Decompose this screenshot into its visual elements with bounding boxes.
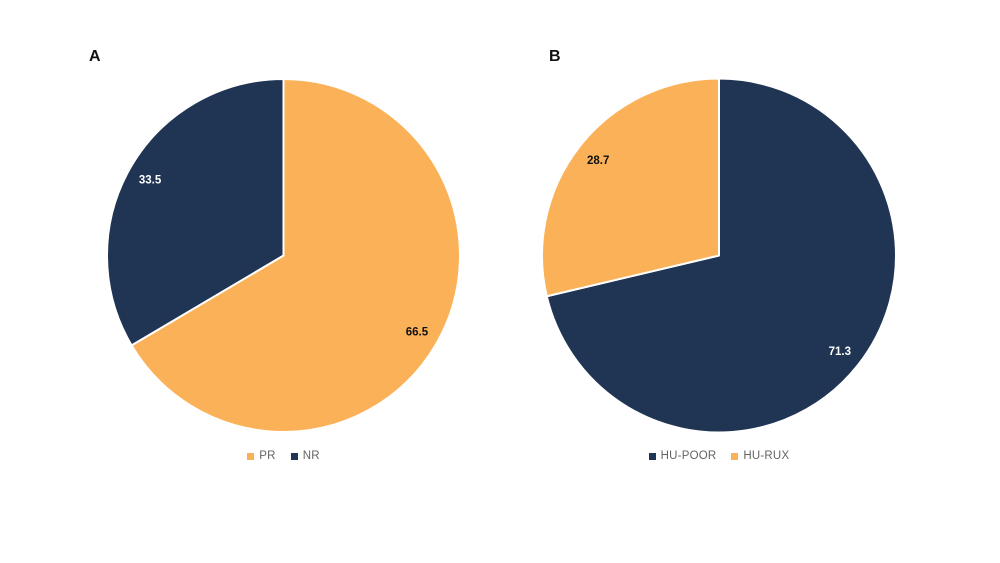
legend-label-hu-rux: HU-RUX [743, 450, 790, 462]
pie-slice-hu-poor [545, 77, 897, 434]
legend-swatch-hu-rux-icon [731, 452, 739, 460]
legend-label-pr: PR [259, 450, 276, 462]
legend-swatch-nr-icon [290, 452, 298, 460]
legend-label-nr: NR [302, 450, 320, 462]
pie-a: 66.5 33.5 [106, 78, 461, 433]
pie-slice-value-label: 28.7 [587, 155, 609, 167]
pie-slice-value-label: 66.5 [406, 327, 429, 339]
pie-slice-nr [106, 78, 285, 347]
pie-slice-pr [130, 78, 461, 433]
legend-label-hu-poor: HU-POOR [660, 450, 717, 462]
legend-b: HU-POOR HU-RUX [559, 448, 879, 464]
legend-item-hu-poor: HU-POOR [648, 450, 717, 462]
legend-item-hu-rux: HU-RUX [731, 450, 789, 462]
panel-label-b: B [549, 48, 561, 65]
legend-item-nr: NR [290, 450, 320, 462]
pie-chart-panel-b: B 71.3 28.7 HU-POOR HU-RUX [520, 40, 960, 480]
pie-b: 71.3 28.7 [541, 77, 897, 434]
legend-a: PR NR [124, 448, 444, 464]
pie-slice-value-label: 33.5 [139, 174, 162, 186]
legend-swatch-pr-icon [247, 452, 255, 460]
pie-slice-hu-rux [541, 77, 720, 298]
legend-swatch-hu-poor-icon [648, 452, 656, 460]
pie-chart-panel-a: A 66.5 33.5 PR NR [60, 40, 500, 480]
panel-label-a: A [89, 48, 101, 65]
legend-item-pr: PR [247, 450, 275, 462]
pie-slice-value-label: 71.3 [829, 346, 851, 358]
